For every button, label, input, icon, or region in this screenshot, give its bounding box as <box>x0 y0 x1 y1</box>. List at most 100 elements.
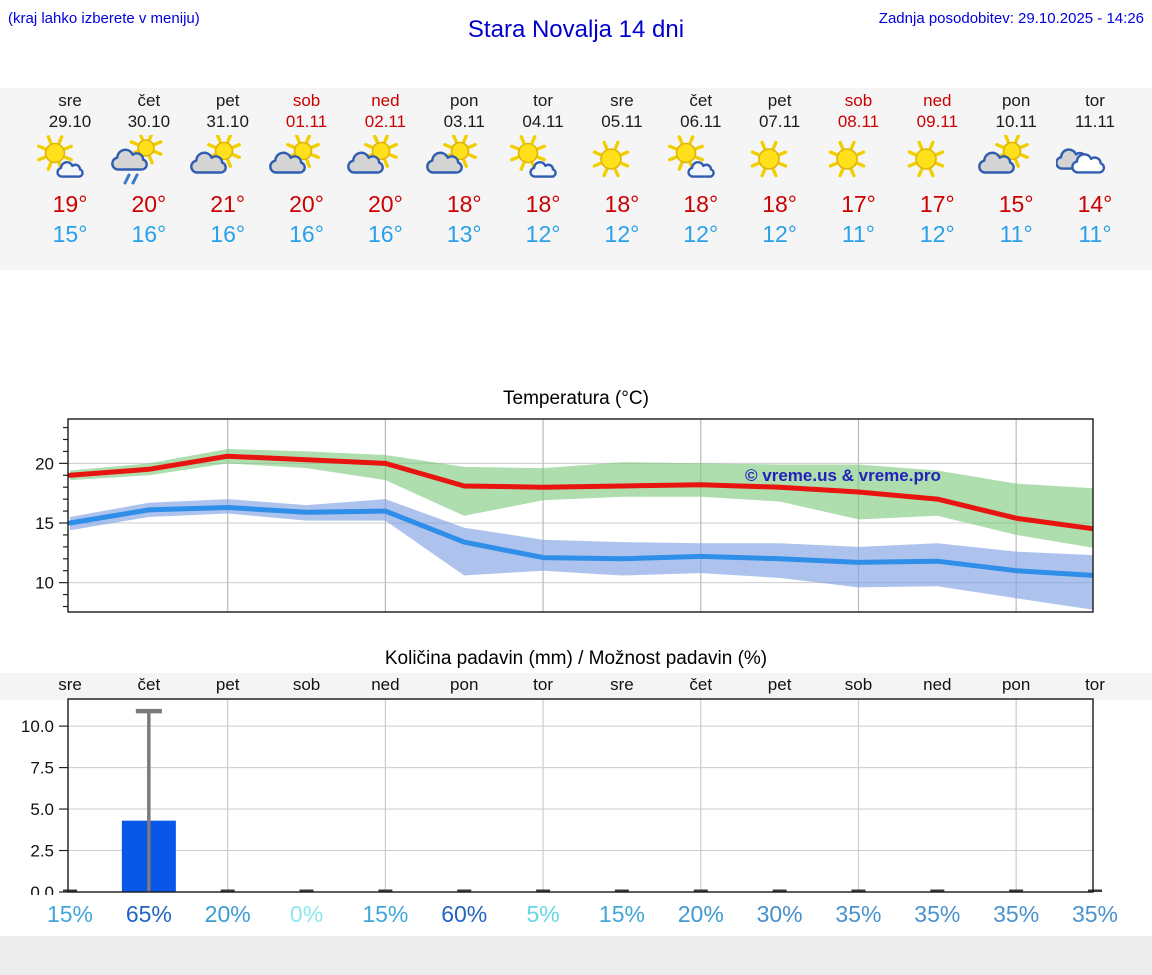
low-temp: 16° <box>131 221 167 247</box>
day-name: pet <box>215 91 240 110</box>
zero-precip-mark <box>63 889 77 892</box>
high-temp: 17° <box>919 191 955 217</box>
day-column-03.11: pon 03.11 18° 13° <box>425 90 503 248</box>
zero-precip-mark <box>614 889 629 892</box>
min-temperature-line <box>68 505 1093 578</box>
y-tick-label: 5.0 <box>30 800 54 819</box>
day-column-10.11: pon 10.11 15° 11° <box>977 90 1055 248</box>
day-date: 30.10 <box>127 112 171 131</box>
zero-precip-mark <box>220 889 235 892</box>
low-temp: 12° <box>683 221 719 247</box>
day-date: 07.11 <box>758 112 801 131</box>
sunny-icon <box>583 134 661 186</box>
day-name: sob <box>292 91 321 110</box>
partly-cloudy-icon <box>189 134 267 186</box>
low-temp: 11° <box>999 221 1033 247</box>
day-name: ned <box>923 91 952 110</box>
precip-day-label: sre <box>58 675 82 694</box>
precip-day-label: čet <box>137 675 161 694</box>
precip-day-label: tor <box>533 675 553 694</box>
low-temp: 12° <box>525 221 561 247</box>
low-temp: 12° <box>762 221 797 247</box>
precip-probability: 35% <box>835 901 882 927</box>
last-update-text: Zadnja posodobitev: 29.10.2025 - 14:26 <box>878 10 1144 27</box>
day-column-01.11: sob 01.11 20° 16° <box>268 90 346 248</box>
day-date: 03.11 <box>443 112 485 131</box>
copyright-watermark[interactable]: © vreme.us & vreme.pro <box>745 466 941 485</box>
y-tick-label: 15 <box>35 514 54 533</box>
low-temp: 11° <box>1078 221 1112 247</box>
day-date: 11.11 <box>1074 112 1115 131</box>
precip-probability: 35% <box>914 901 961 927</box>
temperature-chart-svg: 10 15 20 <box>35 418 1094 613</box>
precip-day-label: tor <box>1085 675 1105 694</box>
day-name: sre <box>610 91 634 110</box>
high-temp: 14° <box>1077 191 1113 217</box>
precip-probability: 35% <box>993 901 1040 927</box>
y-tick-label: 7.5 <box>30 759 54 778</box>
low-temp: 16° <box>289 221 324 247</box>
precip-day-label: ned <box>371 675 400 694</box>
day-date: 01.11 <box>285 112 328 131</box>
day-name: sre <box>58 91 82 110</box>
zero-precip-mark <box>457 889 472 892</box>
sun-small-cloud-icon <box>662 134 740 186</box>
zero-precip-mark <box>536 889 551 892</box>
zero-precip-mark <box>772 889 787 892</box>
precip-day-label: sob <box>292 675 321 694</box>
partly-cloudy-icon <box>346 134 424 186</box>
day-name: pet <box>767 91 792 110</box>
partly-cloudy-icon <box>977 134 1055 186</box>
day-column-06.11: čet 06.11 18° 12° <box>662 90 740 248</box>
high-temp: 18° <box>604 191 640 217</box>
precip-day-label: pet <box>767 675 792 694</box>
day-date: 04.11 <box>522 112 564 131</box>
precip-probability: 35% <box>1071 901 1119 927</box>
precipitation-chart-svg: 0.0 2.5 5.0 7.5 10.0 <box>21 698 1102 895</box>
low-temp: 16° <box>210 221 246 247</box>
temperature-chart-title: Temperatura (°C) <box>503 388 649 409</box>
high-temp: 20° <box>367 191 403 217</box>
zero-precip-mark <box>1087 889 1102 892</box>
sun-small-cloud-icon <box>504 134 582 186</box>
precip-probability: 30% <box>756 901 803 927</box>
low-temp: 12° <box>919 221 955 247</box>
precip-probability: 15% <box>598 901 645 927</box>
partly-cloudy-icon <box>425 134 503 186</box>
precip-day-label: ned <box>923 675 952 694</box>
day-column-31.10: pet 31.10 21° 16° <box>189 90 267 248</box>
day-name: pon <box>1001 91 1031 110</box>
precip-day-label: pon <box>1001 675 1031 694</box>
sunny-icon <box>819 134 897 186</box>
precip-probability: 5% <box>526 901 560 927</box>
page-title: Stara Novalja 14 dni <box>467 16 685 43</box>
plot-border <box>67 698 1094 893</box>
zero-precip-mark <box>1009 889 1024 892</box>
high-temp: 17° <box>841 191 876 217</box>
low-temp: 15° <box>52 221 88 247</box>
y-tick-label: 10 <box>35 574 54 593</box>
day-date: 08.11 <box>837 112 880 131</box>
high-temp: 18° <box>683 191 719 217</box>
zero-precip-mark <box>851 889 866 892</box>
max-temperature-line <box>68 453 1093 532</box>
high-temp: 21° <box>210 191 246 217</box>
y-tick-label: 0.0 <box>30 883 54 895</box>
precip-day-label: pon <box>450 675 479 694</box>
precip-probability-row: 15% 65% 20% 0% 15% 60% 5% 15% 20% 30% 35% 35% 35% 35% <box>0 901 1152 933</box>
plot-border <box>67 418 1094 613</box>
day-date: 09.11 <box>916 112 958 131</box>
max-temperature-band <box>70 449 1093 548</box>
zero-precip-mark <box>299 889 314 892</box>
precip-probability: 65% <box>125 901 172 927</box>
cloudy-icon <box>1055 134 1134 186</box>
precip-day-label: pet <box>215 675 240 694</box>
day-column-07.11: pet 07.11 18° 12° <box>741 90 819 248</box>
precip-day-label: sob <box>844 675 873 694</box>
precip-probability: 20% <box>677 901 724 927</box>
precip-probability: 0% <box>289 901 324 927</box>
high-temp: 19° <box>52 191 88 217</box>
high-temp: 20° <box>131 191 167 217</box>
high-temp: 20° <box>289 191 324 217</box>
day-date: 06.11 <box>680 112 722 131</box>
